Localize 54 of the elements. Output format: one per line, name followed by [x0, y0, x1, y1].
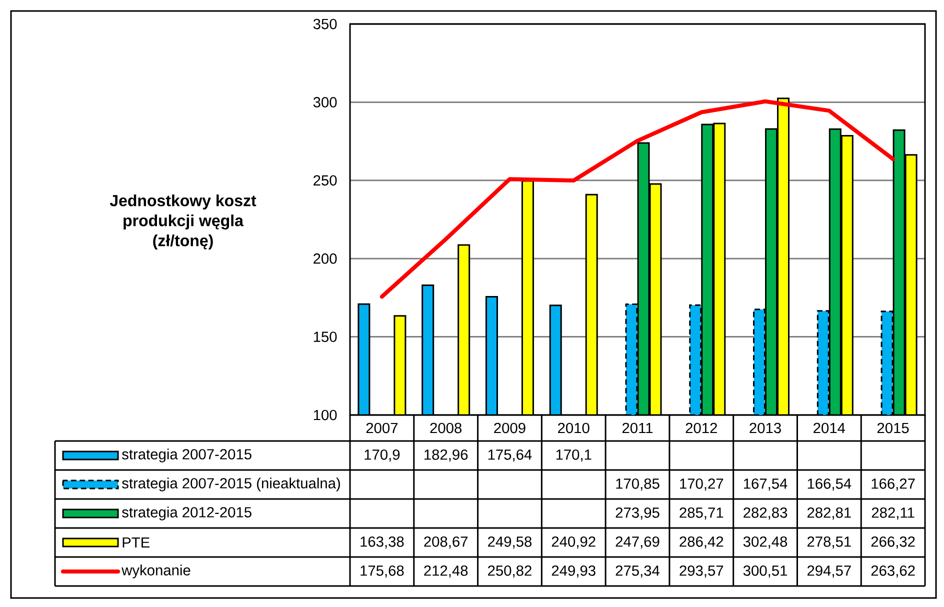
data-label: 286,42	[680, 536, 724, 549]
legend-label: strategia 2012-2015	[122, 506, 252, 520]
data-label: 273,95	[616, 507, 660, 520]
legend-label: PTE	[122, 537, 150, 548]
line-series	[380, 99, 896, 299]
x-tick-label: 2007	[366, 422, 398, 434]
data-label: 282,83	[744, 507, 788, 520]
data-label: 293,57	[680, 565, 724, 578]
data-label: 163,38	[360, 536, 404, 549]
data-label: 285,71	[680, 507, 724, 520]
data-label: 208,67	[424, 536, 468, 549]
x-tick-label: 2013	[750, 422, 781, 434]
data-label: 167,54	[744, 478, 788, 491]
x-tick-label: 2015	[877, 422, 909, 434]
data-label: 175,64	[488, 449, 532, 462]
data-label: 250,82	[488, 565, 532, 578]
y-axis-title: Jednostkowy koszt produkcji węgla (zł/tonę)	[110, 194, 256, 250]
data-label: 300,51	[743, 565, 787, 578]
data-label: 249,58	[488, 536, 532, 549]
data-label: 278,51	[807, 536, 851, 549]
x-tick-label: 2008	[430, 422, 462, 434]
data-label: 294,57	[807, 565, 851, 578]
data-label: 282,11	[872, 507, 914, 520]
data-label: 170,85	[616, 478, 660, 491]
data-label: 212,48	[424, 565, 468, 578]
x-tick-label: 2012	[686, 422, 717, 434]
x-tick-label: 2014	[814, 422, 846, 434]
data-label: 166,54	[808, 478, 852, 491]
y-tick-label: 100	[314, 410, 337, 420]
data-label: 282,81	[807, 507, 851, 520]
y-tick-label: 250	[314, 175, 337, 186]
legend-label: strategia 2007-2015 (nieaktualna)	[122, 478, 340, 492]
data-label: 166,27	[872, 478, 915, 491]
data-label: 182,96	[424, 449, 468, 462]
y-tick-label: 350	[313, 18, 337, 30]
data-label: 240,92	[552, 536, 596, 549]
x-tick-label: 2009	[494, 422, 526, 434]
y-tick-label: 200	[314, 253, 337, 264]
data-label: 170,9	[364, 449, 400, 462]
data-label: 266,32	[871, 536, 915, 549]
x-tick-label: 2010	[558, 422, 590, 434]
data-label: 263,62	[871, 565, 915, 578]
data-label: 302,48	[743, 536, 788, 549]
legend-label: strategia 2007-2015	[122, 448, 252, 462]
data-label: 175,68	[360, 565, 404, 578]
legend-label: wykonanie	[122, 564, 190, 578]
x-tick-label: 2011	[622, 422, 653, 434]
data-label: 275,34	[616, 565, 660, 578]
y-tick-label: 300	[313, 97, 337, 108]
y-tick-label: 150	[314, 332, 337, 342]
data-label: 249,93	[552, 565, 596, 578]
data-label: 170,1	[556, 449, 592, 462]
data-label: 247,69	[616, 536, 660, 549]
data-label: 170,27	[680, 478, 724, 491]
